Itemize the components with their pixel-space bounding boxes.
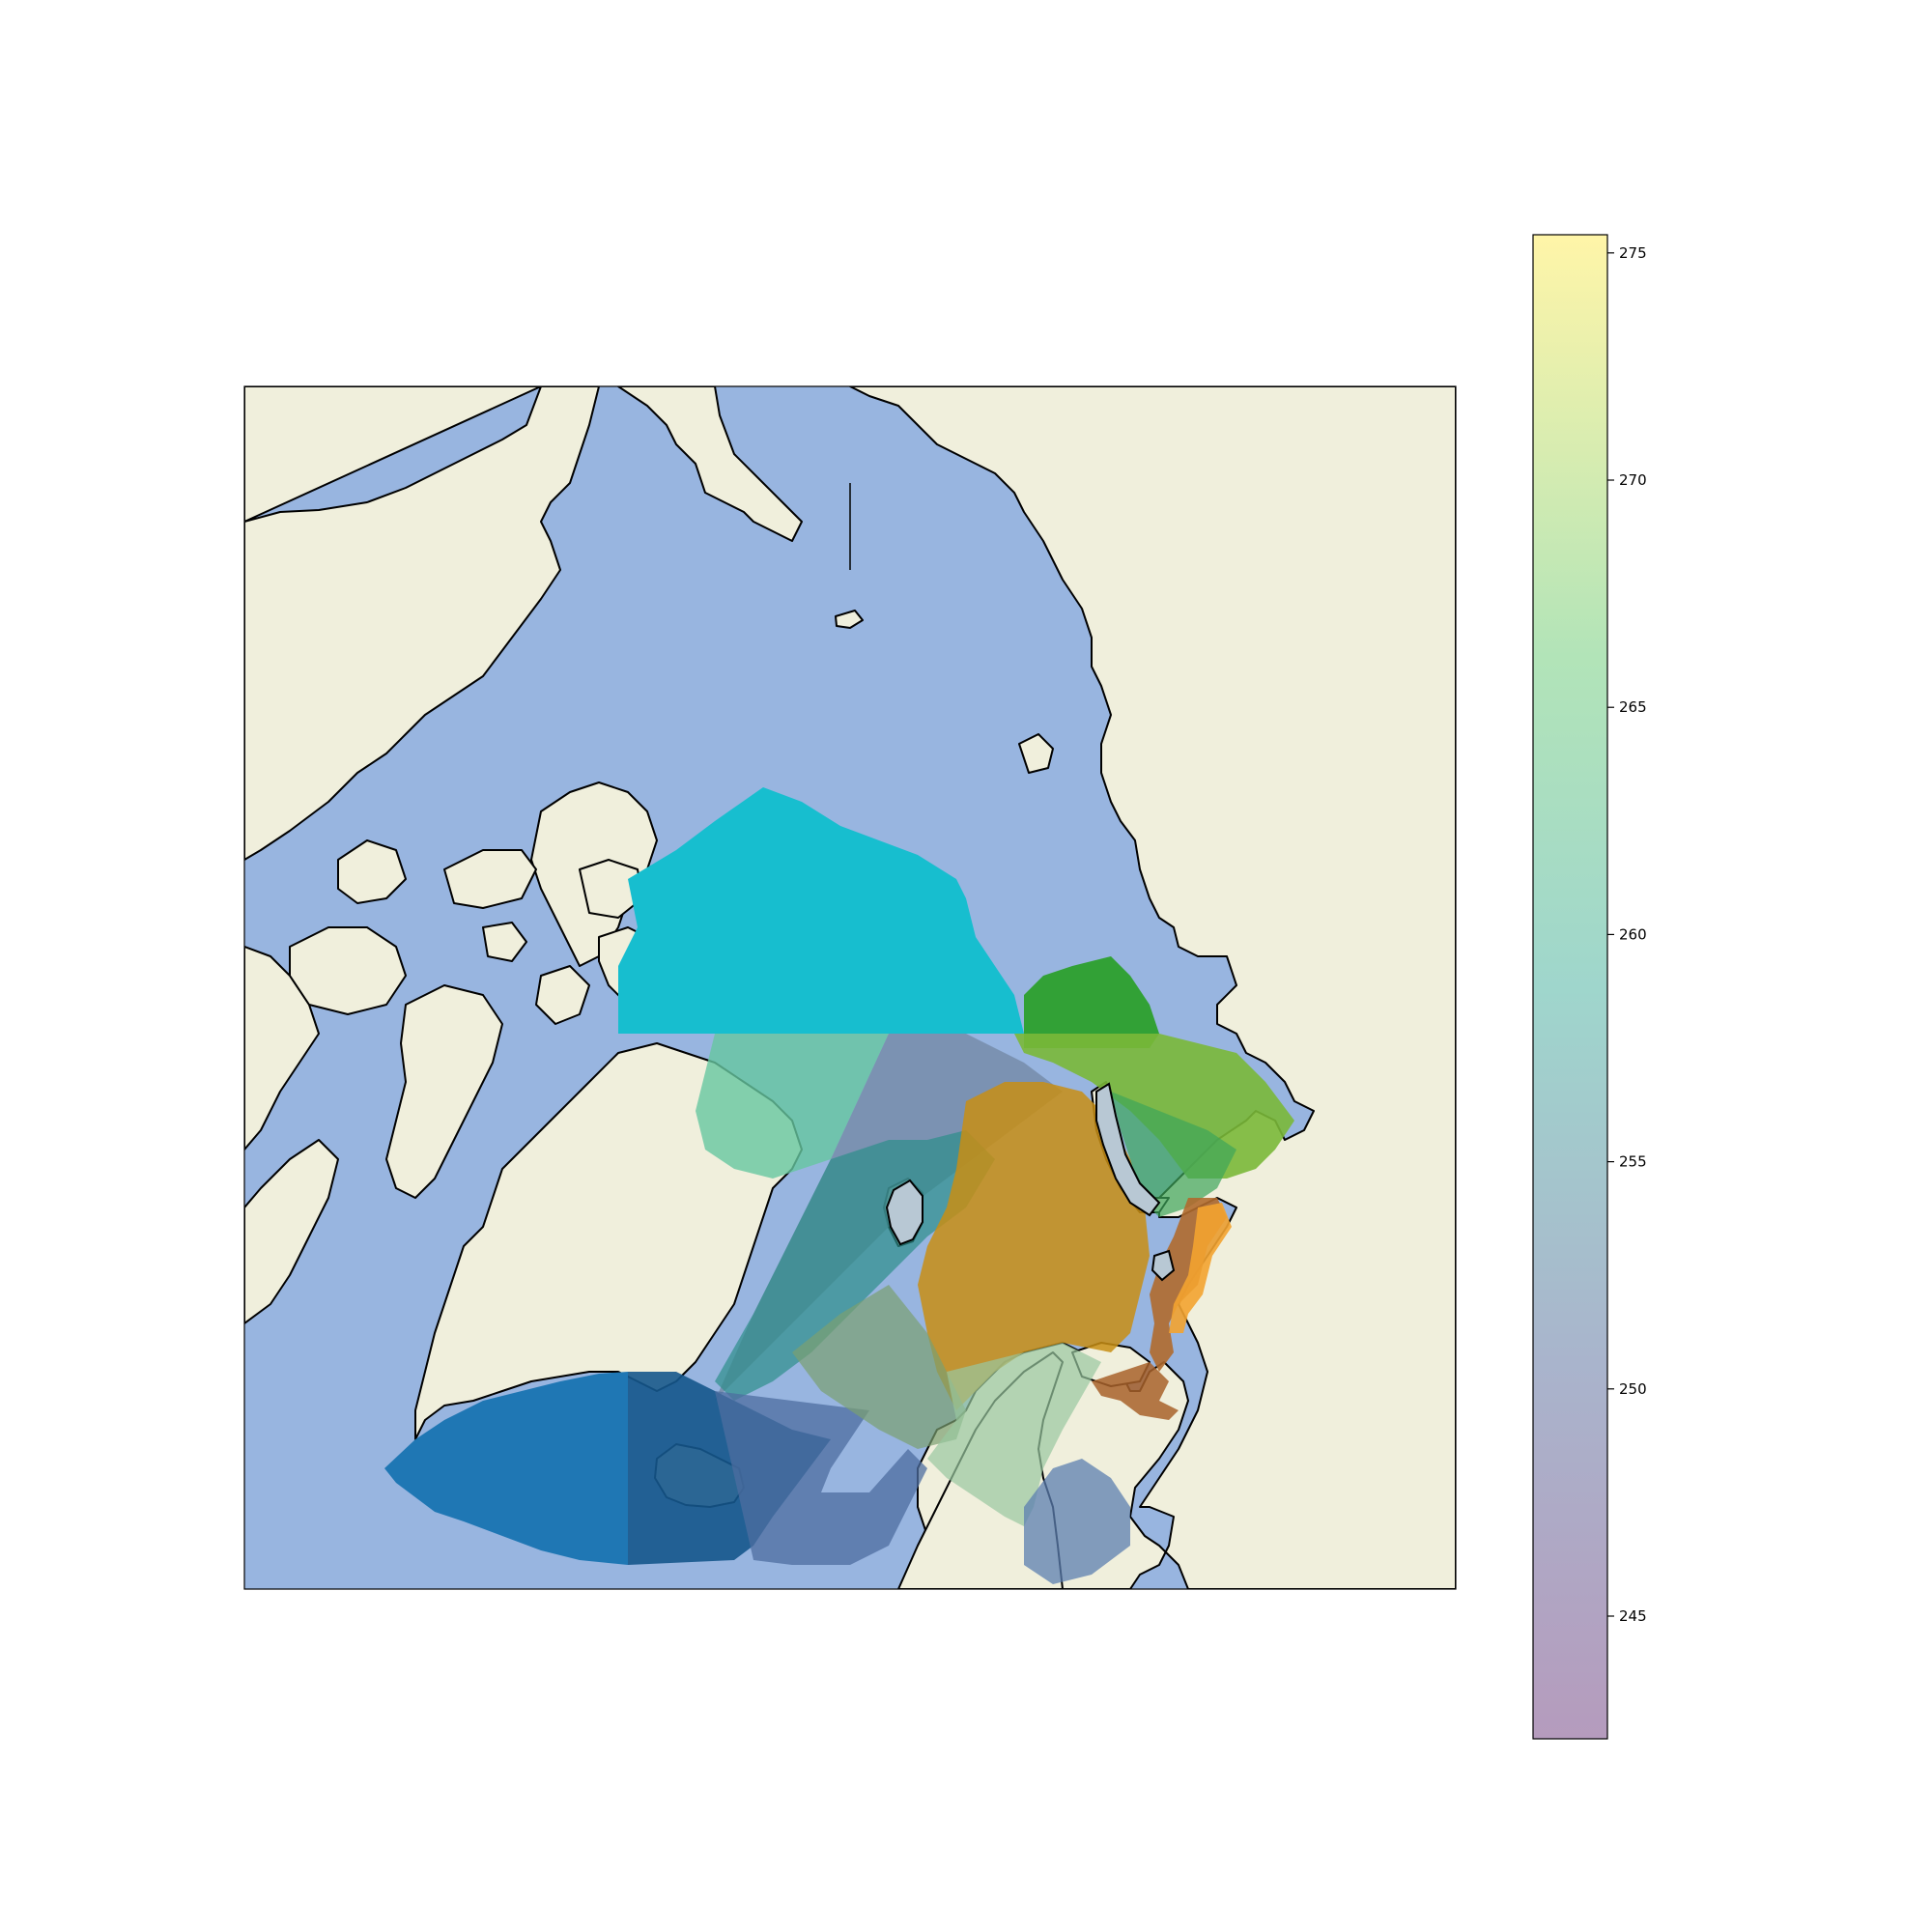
kara-orange-swath [918, 1082, 1150, 1410]
colorbar-tick-label: 255 [1619, 1153, 1647, 1171]
land-devon [443, 849, 537, 909]
orange-bright [1169, 1203, 1232, 1333]
land-kolguev [1151, 1249, 1176, 1282]
land-islands-3 [482, 922, 527, 962]
colorbar-tick-label: 245 [1619, 1607, 1647, 1625]
land-baffin-island [244, 1139, 339, 1324]
colorbar-tick-label: 275 [1619, 244, 1647, 262]
colorbar-tick-label: 250 [1619, 1380, 1647, 1398]
colorbar-ticks: 245 250 255 260 265 270 275 [1607, 244, 1647, 1625]
greenland-sea-swath [696, 1034, 889, 1179]
steel-blue-swath [1024, 1459, 1130, 1584]
land-svalbard-top [885, 1179, 923, 1246]
grey-blue-swath [715, 1391, 927, 1565]
arctic-swath [618, 787, 1024, 1034]
colorbar-tick-label: 260 [1619, 925, 1647, 943]
dark-blue-swath [628, 1372, 831, 1565]
land-baffin-big [385, 984, 503, 1199]
light-green-swath [927, 1343, 1101, 1526]
land-north-america [244, 386, 600, 861]
map-axes [243, 385, 1457, 1590]
land-new-siberian [1018, 733, 1054, 774]
land-chukotka [617, 386, 803, 542]
barents-green-swath [1024, 956, 1159, 1048]
colorbar: 245 250 255 260 265 270 275 [1532, 234, 1647, 1740]
iceland-blue-swath [384, 1372, 628, 1565]
land-islands-2 [535, 965, 590, 1025]
green-mix-swath [792, 1285, 966, 1449]
teal-swath [715, 1130, 995, 1401]
map-frame [243, 385, 1457, 1590]
orange-sea [1092, 1362, 1179, 1420]
data-overlays [384, 787, 1294, 1584]
overlay-islands [885, 1082, 1176, 1282]
colorbar-gradient [1532, 234, 1608, 1740]
land-wrangel [835, 610, 864, 629]
land-canada-west [244, 946, 320, 1151]
land-banks [337, 839, 407, 904]
land-victoria [289, 926, 407, 1015]
colorbar-tick-label: 265 [1619, 698, 1647, 716]
colorbar-tick-label: 270 [1619, 471, 1647, 489]
land-novaya-zemlya-top [1095, 1082, 1161, 1217]
map-content [244, 386, 1456, 1589]
